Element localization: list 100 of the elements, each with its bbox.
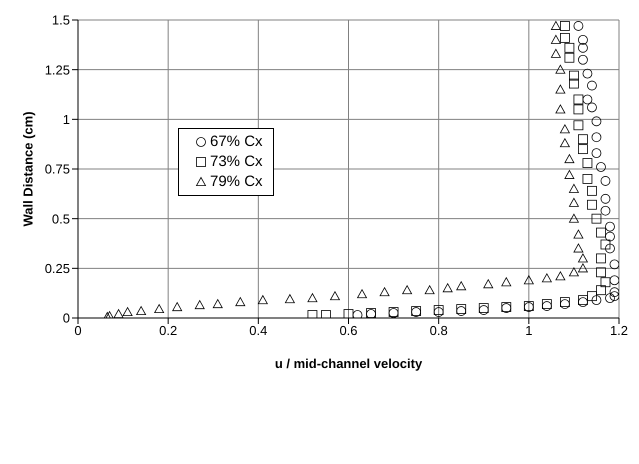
y-tick-label: 1 bbox=[62, 112, 70, 127]
point bbox=[555, 64, 566, 74]
point bbox=[564, 154, 574, 164]
x-tick-label: 0 bbox=[74, 323, 82, 338]
point bbox=[587, 80, 597, 90]
point bbox=[212, 299, 223, 308]
point bbox=[542, 273, 552, 282]
point bbox=[610, 291, 619, 302]
point bbox=[564, 52, 574, 63]
point bbox=[136, 306, 146, 316]
point bbox=[524, 275, 534, 284]
point bbox=[456, 281, 466, 290]
point bbox=[582, 94, 592, 104]
point bbox=[605, 232, 615, 242]
point bbox=[605, 244, 615, 254]
point bbox=[582, 174, 592, 184]
point bbox=[574, 94, 584, 104]
point bbox=[578, 144, 588, 154]
point bbox=[600, 206, 610, 216]
point bbox=[600, 194, 610, 204]
point bbox=[235, 297, 246, 306]
point bbox=[610, 259, 619, 270]
point bbox=[574, 104, 584, 114]
point bbox=[592, 295, 602, 306]
point bbox=[560, 32, 570, 43]
point bbox=[592, 214, 602, 224]
point bbox=[194, 300, 205, 310]
point bbox=[610, 275, 619, 286]
legend-label: 67% Cx bbox=[210, 132, 263, 152]
point bbox=[258, 295, 268, 304]
point bbox=[587, 200, 597, 210]
point bbox=[569, 267, 579, 276]
point bbox=[569, 198, 579, 207]
point bbox=[574, 21, 584, 31]
point bbox=[605, 222, 615, 232]
point bbox=[574, 230, 584, 239]
point bbox=[114, 309, 124, 318]
point bbox=[424, 285, 435, 294]
point bbox=[596, 228, 606, 238]
y-tick-label: 1.25 bbox=[44, 62, 70, 78]
point bbox=[330, 291, 340, 300]
point bbox=[610, 287, 619, 298]
y-axis-title: Wall Distance (cm) bbox=[20, 111, 36, 227]
y-tick-label: 0.5 bbox=[52, 211, 70, 226]
point bbox=[569, 70, 579, 81]
point bbox=[582, 158, 592, 168]
x-tick-label: 1 bbox=[525, 323, 532, 338]
x-tick-label: 0.2 bbox=[159, 323, 178, 338]
point bbox=[344, 309, 354, 318]
point bbox=[352, 310, 362, 318]
x-tick-label: 0.8 bbox=[430, 323, 448, 338]
point bbox=[574, 244, 584, 252]
point bbox=[308, 310, 318, 318]
point bbox=[592, 132, 602, 142]
point bbox=[605, 293, 615, 304]
point bbox=[587, 291, 597, 302]
legend-label: 79% Cx bbox=[210, 172, 263, 192]
point bbox=[172, 302, 182, 312]
point bbox=[104, 311, 114, 318]
point bbox=[578, 254, 588, 262]
point bbox=[560, 124, 570, 134]
point bbox=[596, 254, 606, 264]
y-tick-label: 0.75 bbox=[44, 162, 70, 177]
point bbox=[564, 42, 574, 53]
point bbox=[578, 134, 588, 144]
point bbox=[569, 78, 579, 88]
point bbox=[574, 120, 584, 130]
point bbox=[550, 21, 561, 30]
point bbox=[592, 116, 602, 126]
y-tick-label: 0 bbox=[62, 310, 70, 326]
point bbox=[321, 310, 331, 318]
point bbox=[555, 271, 566, 280]
point bbox=[308, 293, 318, 302]
point bbox=[122, 307, 132, 316]
point bbox=[357, 289, 367, 298]
point bbox=[284, 294, 295, 304]
x-axis-title: u / mid-channel velocity bbox=[274, 356, 423, 371]
y-tick-label: 1.5 bbox=[52, 12, 70, 28]
point bbox=[600, 277, 610, 288]
point bbox=[550, 34, 561, 44]
point bbox=[578, 263, 588, 272]
point bbox=[578, 34, 588, 45]
x-tick-label: 0.6 bbox=[339, 323, 358, 338]
point bbox=[380, 287, 390, 296]
point bbox=[560, 21, 570, 31]
point bbox=[555, 84, 566, 94]
point bbox=[592, 148, 602, 158]
point bbox=[154, 304, 164, 314]
y-tick-label: 0.25 bbox=[44, 260, 70, 276]
point bbox=[582, 68, 592, 79]
point bbox=[402, 285, 412, 294]
point bbox=[596, 267, 606, 278]
point bbox=[550, 48, 561, 58]
point bbox=[555, 104, 566, 114]
point bbox=[569, 214, 579, 223]
point bbox=[587, 102, 597, 112]
point bbox=[442, 283, 453, 292]
legend-label: 73% Cx bbox=[210, 152, 263, 172]
point bbox=[596, 285, 606, 296]
point bbox=[560, 138, 570, 148]
